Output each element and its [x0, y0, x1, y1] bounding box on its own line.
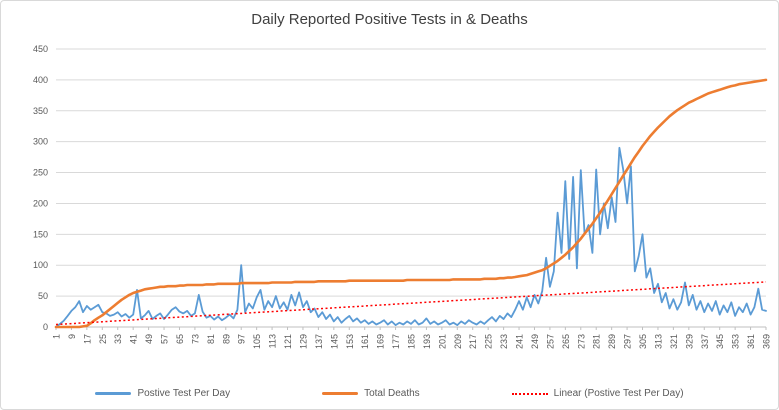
- y-axis-label: 200: [33, 198, 48, 208]
- x-axis-label: 337: [700, 334, 710, 349]
- y-axis-label: 50: [38, 291, 48, 301]
- legend-label: Postive Test Per Day: [137, 388, 231, 399]
- legend-item-positive-tests: Postive Test Per Day: [95, 388, 230, 399]
- x-axis-label: 353: [731, 334, 741, 349]
- chart-plot-area: 0 50 100 150 200 250 300 350 400 450 1 9 17 25 33 41 49 5…: [33, 44, 772, 349]
- x-axis-label: 65: [175, 334, 185, 344]
- total-deaths-series: [54, 78, 768, 329]
- linear-trendline: [55, 281, 767, 326]
- x-axis-label: 273: [576, 334, 586, 349]
- x-axis-label: 345: [715, 334, 725, 349]
- dotted-line-swatch-icon: [511, 392, 548, 395]
- x-axis-label: 121: [283, 334, 293, 349]
- y-axis-label: 350: [33, 106, 48, 116]
- x-axis-label: 201: [437, 334, 447, 349]
- x-axis-label: 297: [623, 334, 633, 349]
- y-axis-label: 400: [33, 75, 48, 85]
- legend-item-linear-trend: Linear (Postive Test Per Day): [511, 388, 684, 399]
- x-axis-label: 129: [298, 334, 308, 349]
- x-axis-label: 57: [160, 334, 170, 344]
- chart-title: Daily Reported Positive Tests in & Death…: [251, 11, 528, 28]
- x-axis-label: 177: [391, 334, 401, 349]
- x-axis-label: 89: [221, 334, 231, 344]
- line-swatch-icon: [322, 392, 359, 395]
- legend-item-total-deaths: Total Deaths: [322, 388, 420, 399]
- x-axis-label: 105: [252, 334, 262, 349]
- y-axis-label: 300: [33, 137, 48, 147]
- x-axis-label: 1: [52, 334, 62, 339]
- legend-label: Linear (Postive Test Per Day): [553, 388, 684, 399]
- x-axis-label: 9: [67, 334, 77, 339]
- x-axis-label: 369: [762, 334, 772, 349]
- x-axis-label: 137: [314, 334, 324, 349]
- line-swatch-icon: [95, 392, 132, 395]
- x-axis-label: 313: [653, 334, 663, 349]
- x-axis-label: 161: [360, 334, 370, 349]
- x-axis-label: 185: [407, 334, 417, 349]
- x-axis-label: 145: [329, 334, 339, 349]
- x-axis-label: 241: [515, 334, 525, 349]
- x-axis-label: 257: [545, 334, 555, 349]
- x-axis-label: 233: [499, 334, 509, 349]
- x-axis-label: 169: [376, 334, 386, 349]
- x-axis-label: 113: [268, 334, 278, 348]
- y-axis-label: 100: [33, 260, 48, 270]
- x-axis-label: 305: [638, 334, 648, 349]
- x-axis-label: 329: [684, 334, 694, 349]
- x-axis-label: 361: [746, 334, 756, 349]
- x-axis-label: 209: [453, 334, 463, 349]
- y-axis-label: 0: [43, 322, 48, 332]
- x-axis-label: 281: [592, 334, 602, 349]
- x-axis-label: 97: [237, 334, 247, 344]
- x-axis-label: 321: [669, 334, 679, 349]
- x-axis-label: 73: [190, 334, 200, 344]
- x-axis-label: 193: [422, 334, 432, 349]
- x-axis-label: 153: [345, 334, 355, 349]
- x-axis-label: 217: [468, 334, 478, 349]
- x-axis-label: 17: [82, 334, 92, 344]
- x-axis-label: 49: [144, 334, 154, 344]
- x-axis-label: 81: [206, 334, 216, 344]
- x-axis-label: 33: [113, 334, 123, 344]
- x-axis-label: 265: [561, 334, 571, 349]
- x-axis-label: 249: [530, 334, 540, 349]
- legend-label: Total Deaths: [364, 388, 420, 399]
- positive-tests-series: [55, 146, 767, 328]
- y-axis-label: 150: [33, 229, 48, 239]
- x-axis-label: 225: [484, 334, 494, 349]
- x-axis-label: 41: [129, 334, 139, 344]
- x-axis-label: 25: [98, 334, 108, 344]
- x-axis-label: 289: [607, 334, 617, 349]
- chart-legend: Postive Test Per Day Total Deaths Linear…: [1, 388, 778, 399]
- y-axis-label: 250: [33, 168, 48, 178]
- y-axis-label: 450: [33, 44, 48, 54]
